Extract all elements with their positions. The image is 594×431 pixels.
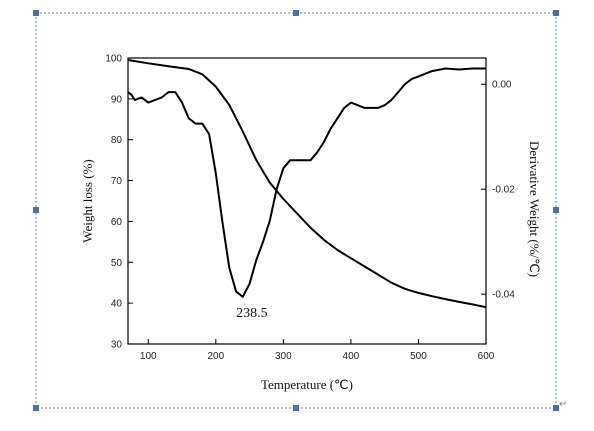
y-axis-right-title: Derivative Weight (%/℃) [527, 141, 542, 277]
y-left-tick-label: 30 [111, 340, 123, 351]
series-layer [127, 59, 487, 309]
paragraph-return-mark: ↵ [559, 399, 568, 410]
annotation-layer: 238.5 [236, 306, 268, 321]
x-axis: 100 200 300 400 500 600 [140, 339, 495, 362]
y-left-tick-label: 80 [111, 135, 123, 146]
dtg-curve [127, 67, 486, 298]
y-axis-left: 30 40 50 60 70 80 90 100 [105, 54, 133, 351]
y-left-tick-label: 60 [111, 217, 123, 228]
y-right-tick-label: -0.02 [492, 185, 515, 196]
x-axis-title: Temperature (℃) [261, 377, 353, 392]
x-tick-label: 500 [410, 351, 427, 362]
x-tick-label: 300 [275, 351, 292, 362]
resize-handles[interactable] [33, 10, 559, 411]
y-left-tick-label: 40 [111, 299, 123, 310]
y-axis-left-title: Weight loss (%) [80, 159, 95, 242]
resize-handle-bottom-left[interactable] [33, 405, 39, 411]
resize-handle-middle-left[interactable] [33, 207, 39, 213]
resize-handle-top-right[interactable] [553, 10, 559, 16]
resize-handle-top-center[interactable] [293, 10, 299, 16]
x-tick-label: 400 [343, 351, 360, 362]
resize-handle-middle-right[interactable] [553, 207, 559, 213]
resize-handle-bottom-right[interactable] [553, 405, 559, 411]
y-axis-right: 0.00 -0.02 -0.04 [481, 80, 515, 301]
y-left-tick-label: 90 [111, 94, 123, 105]
resize-handle-top-left[interactable] [33, 10, 39, 16]
tga-curve [127, 59, 487, 309]
y-left-tick-label: 50 [111, 258, 123, 269]
peak-annotation: 238.5 [236, 306, 268, 321]
y-left-tick-label: 70 [111, 176, 123, 187]
x-tick-label: 200 [207, 351, 224, 362]
y-right-tick-label: -0.04 [492, 290, 515, 301]
y-right-tick-label: 0.00 [492, 80, 512, 91]
plot-area [127, 57, 487, 345]
x-tick-label: 600 [478, 351, 495, 362]
x-tick-label: 100 [140, 351, 157, 362]
y-left-tick-label: 100 [105, 54, 122, 65]
resize-handle-bottom-center[interactable] [293, 405, 299, 411]
